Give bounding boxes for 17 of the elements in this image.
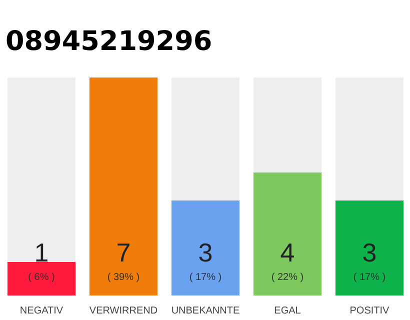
annotation: 7 — [116, 238, 131, 268]
x-tick-label: UNBEKANNTE — [171, 306, 240, 316]
x-tick-label: NEGATIV — [20, 306, 64, 316]
x-tick-label: VERWIRREND — [89, 306, 158, 316]
data-label: ( 17% ) — [189, 272, 222, 283]
data-label: ( 22% ) — [271, 272, 304, 283]
data-label: ( 6% ) — [28, 272, 55, 283]
annotation: 3 — [198, 238, 213, 268]
x-tick-label: POSITIV — [350, 306, 390, 316]
data-label: ( 17% ) — [353, 272, 386, 283]
annotation: 3 — [362, 238, 377, 268]
bar — [7, 262, 76, 296]
data-label: ( 39% ) — [107, 272, 140, 283]
chart-title: 08945219296 — [6, 26, 212, 57]
annotation: 4 — [280, 238, 295, 268]
x-tick-label: EGAL — [274, 306, 302, 316]
annotation: 1 — [34, 238, 49, 268]
